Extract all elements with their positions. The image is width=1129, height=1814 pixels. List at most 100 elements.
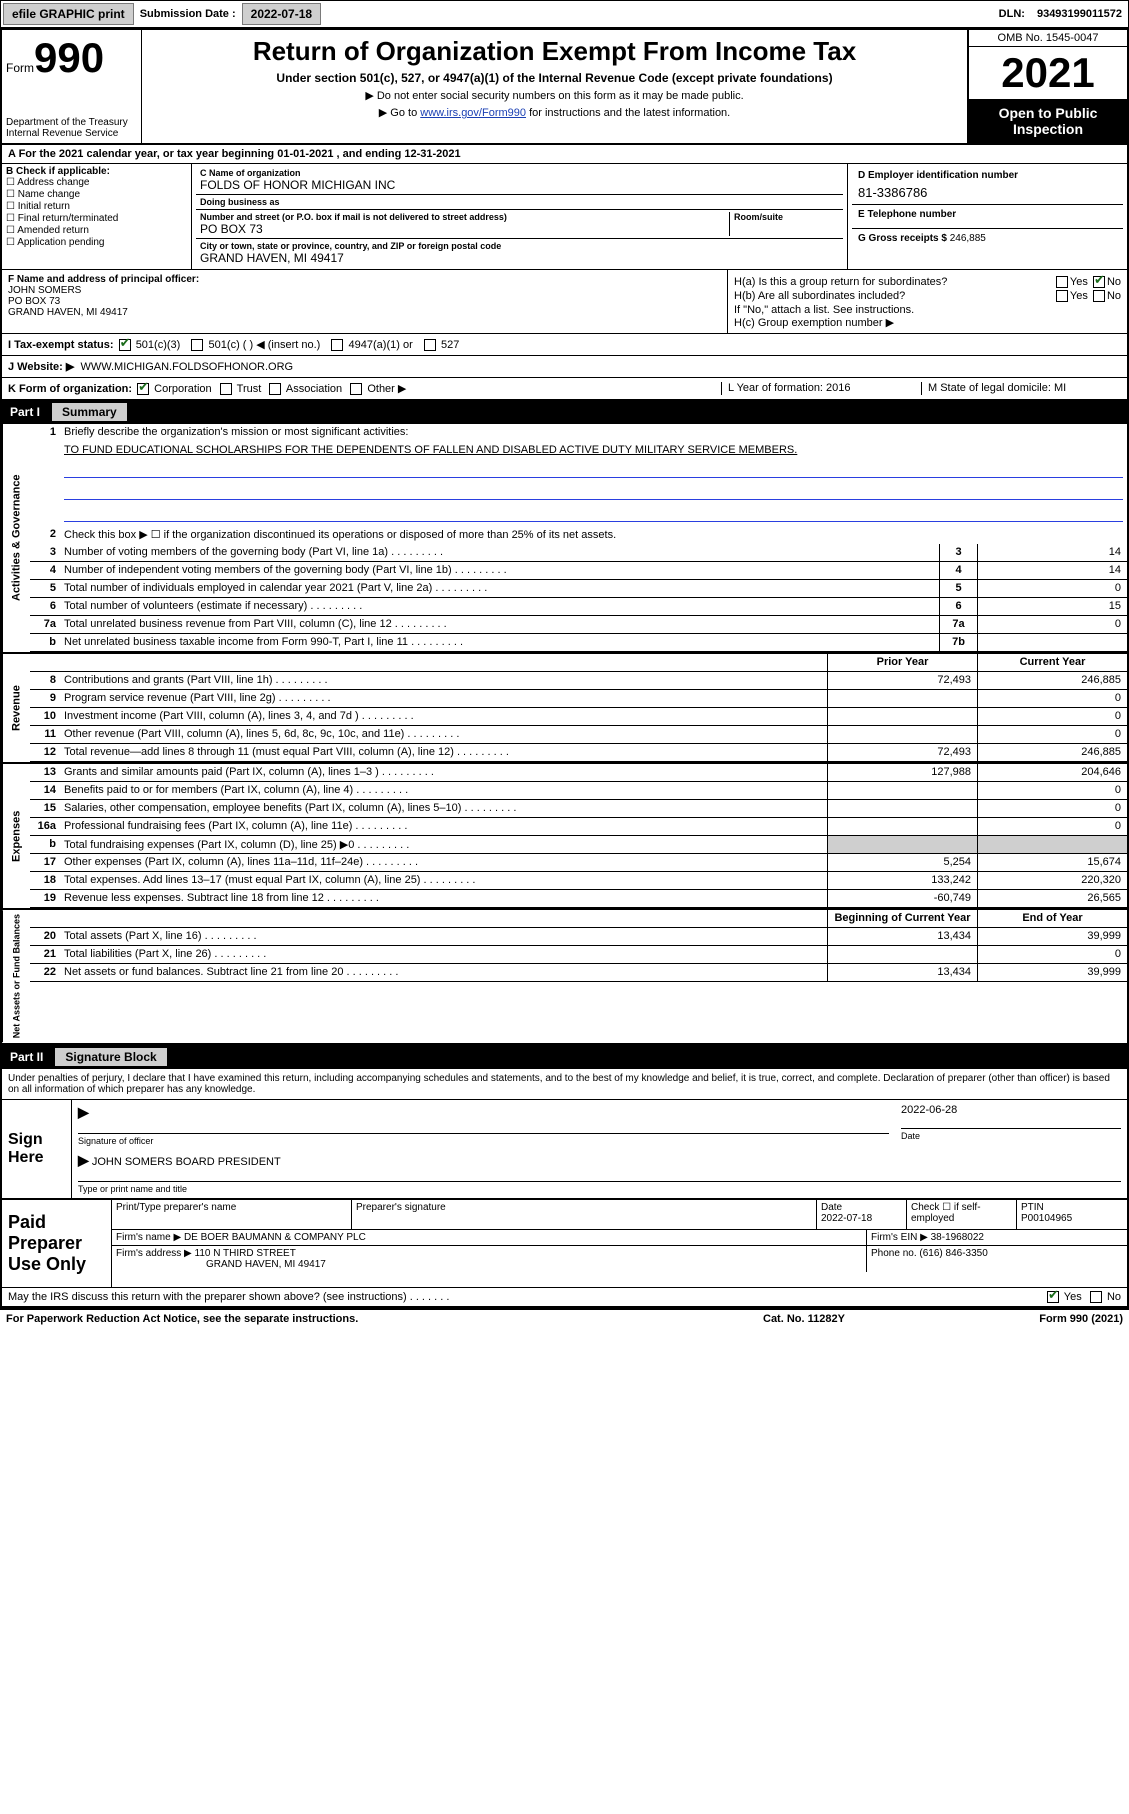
line-number: 12	[30, 744, 60, 761]
section-f-officer: F Name and address of principal officer:…	[2, 270, 727, 333]
current-year-value: 0	[977, 690, 1127, 707]
street-value: PO BOX 73	[200, 222, 729, 236]
line-box-number: 6	[939, 598, 977, 615]
ein-value: 81-3386786	[858, 181, 1117, 200]
current-year-value: 0	[977, 818, 1127, 835]
officer-name-title: JOHN SOMERS BOARD PRESIDENT	[92, 1156, 281, 1168]
h-b-yes-checkbox[interactable]	[1056, 290, 1068, 302]
irs-form990-link[interactable]: www.irs.gov/Form990	[420, 107, 526, 119]
check-amended-return[interactable]: ☐ Amended return	[6, 225, 187, 236]
line-number: 9	[30, 690, 60, 707]
line-desc: Total liabilities (Part X, line 26)	[60, 946, 827, 963]
summary-net-assets: Net Assets or Fund Balances Beginning of…	[2, 910, 1127, 1044]
self-employed-check[interactable]: Check ☐ if self-employed	[911, 1202, 1012, 1224]
org-name: FOLDS OF HONOR MICHIGAN INC	[200, 178, 839, 192]
signature-block: Under penalties of perjury, I declare th…	[2, 1069, 1127, 1306]
k-trust-checkbox[interactable]	[220, 383, 232, 395]
gross-receipts-value: 246,885	[950, 233, 986, 244]
discuss-yes-checkbox[interactable]	[1047, 1291, 1059, 1303]
ptin-header: PTIN	[1021, 1202, 1123, 1213]
col-header-beginning-year: Beginning of Current Year	[827, 910, 977, 927]
preparer-signature-header: Preparer's signature	[356, 1202, 812, 1213]
i-4947-checkbox[interactable]	[331, 339, 343, 351]
i-527-checkbox[interactable]	[424, 339, 436, 351]
prior-year-value: -60,749	[827, 890, 977, 907]
dln-value: 93493199011572	[1031, 8, 1128, 20]
line-box-number: 5	[939, 580, 977, 597]
discuss-no-checkbox[interactable]	[1090, 1291, 1102, 1303]
paid-preparer-label: Paid Preparer Use Only	[2, 1200, 112, 1287]
section-c: C Name of organization FOLDS OF HONOR MI…	[192, 164, 847, 269]
submission-date-label: Submission Date :	[136, 8, 240, 20]
firm-address-2: GRAND HAVEN, MI 49417	[206, 1259, 326, 1270]
org-name-label: C Name of organization	[200, 168, 839, 178]
summary-expenses: Expenses 13 Grants and similar amounts p…	[2, 764, 1127, 910]
check-initial-return[interactable]: ☐ Initial return	[6, 201, 187, 212]
h-a-yes-checkbox[interactable]	[1056, 276, 1068, 288]
check-final-return[interactable]: ☐ Final return/terminated	[6, 213, 187, 224]
prior-year-value	[827, 782, 977, 799]
form-header: Form990 Department of the Treasury Inter…	[2, 30, 1127, 145]
k-corporation-checkbox[interactable]	[137, 383, 149, 395]
line-desc: Benefits paid to or for members (Part IX…	[60, 782, 827, 799]
line-number: 5	[30, 580, 60, 597]
form-subtitle: Under section 501(c), 527, or 4947(a)(1)…	[150, 71, 959, 85]
efile-print-button[interactable]: efile GRAPHIC print	[3, 3, 134, 25]
open-to-public-badge: Open to Public Inspection	[969, 99, 1127, 143]
i-501c3-checkbox[interactable]	[119, 339, 131, 351]
preparer-date: 2022-07-18	[821, 1213, 902, 1224]
line-1-label: Briefly describe the organization's miss…	[60, 424, 1127, 442]
line-number: 3	[30, 544, 60, 561]
paid-preparer-block: Paid Preparer Use Only Print/Type prepar…	[2, 1198, 1127, 1287]
line-number: 7a	[30, 616, 60, 633]
line-desc: Net unrelated business taxable income fr…	[60, 634, 939, 651]
signature-date: 2022-06-28	[901, 1104, 1121, 1116]
section-i-tax-exempt: I Tax-exempt status: 501(c)(3) 501(c) ( …	[2, 334, 1127, 356]
l-year-formation: L Year of formation: 2016	[728, 382, 921, 395]
prior-year-value	[827, 690, 977, 707]
prior-year-value: 13,434	[827, 928, 977, 945]
section-klm: K Form of organization: Corporation Trus…	[2, 378, 1127, 400]
row-fh: F Name and address of principal officer:…	[2, 270, 1127, 334]
col-header-current-year: Current Year	[977, 654, 1127, 671]
k-association-checkbox[interactable]	[269, 383, 281, 395]
check-application-pending[interactable]: ☐ Application pending	[6, 237, 187, 248]
col-header-prior-year: Prior Year	[827, 654, 977, 671]
line-number: 6	[30, 598, 60, 615]
line-desc: Net assets or fund balances. Subtract li…	[60, 964, 827, 981]
current-year-value: 39,999	[977, 964, 1127, 981]
name-arrow-icon: ▶	[78, 1152, 89, 1168]
line-desc: Other expenses (Part IX, column (A), lin…	[60, 854, 827, 871]
prior-year-value	[827, 818, 977, 835]
current-year-value: 15,674	[977, 854, 1127, 871]
firm-phone-label: Phone no.	[871, 1248, 917, 1259]
line-value	[977, 634, 1127, 651]
h-a-label: H(a) Is this a group return for subordin…	[734, 276, 947, 288]
discuss-question: May the IRS discuss this return with the…	[8, 1291, 407, 1303]
current-year-value: 246,885	[977, 744, 1127, 761]
firm-ein-label: Firm's EIN ▶	[871, 1232, 928, 1243]
k-other-checkbox[interactable]	[350, 383, 362, 395]
current-year-value: 246,885	[977, 672, 1127, 689]
city-label: City or town, state or province, country…	[200, 241, 839, 251]
prior-year-value: 13,434	[827, 964, 977, 981]
h-a-no-checkbox[interactable]	[1093, 276, 1105, 288]
h-b-no-checkbox[interactable]	[1093, 290, 1105, 302]
prior-year-value: 127,988	[827, 764, 977, 781]
firm-name-label: Firm's name ▶	[116, 1232, 181, 1243]
line-value: 0	[977, 580, 1127, 597]
i-501c-checkbox[interactable]	[191, 339, 203, 351]
prior-year-value: 72,493	[827, 672, 977, 689]
current-year-value: 0	[977, 946, 1127, 963]
ptin-value: P00104965	[1021, 1213, 1123, 1224]
signature-officer-caption: Signature of officer	[78, 1136, 889, 1146]
check-name-change[interactable]: ☐ Name change	[6, 189, 187, 200]
line-number: 13	[30, 764, 60, 781]
current-year-value: 26,565	[977, 890, 1127, 907]
section-h: H(a) Is this a group return for subordin…	[727, 270, 1127, 333]
officer-addr1: PO BOX 73	[8, 296, 60, 307]
city-value: GRAND HAVEN, MI 49417	[200, 251, 839, 265]
check-address-change[interactable]: ☐ Address change	[6, 177, 187, 188]
submission-date-button[interactable]: 2022-07-18	[242, 3, 321, 25]
h-c-label: H(c) Group exemption number ▶	[734, 316, 1121, 329]
